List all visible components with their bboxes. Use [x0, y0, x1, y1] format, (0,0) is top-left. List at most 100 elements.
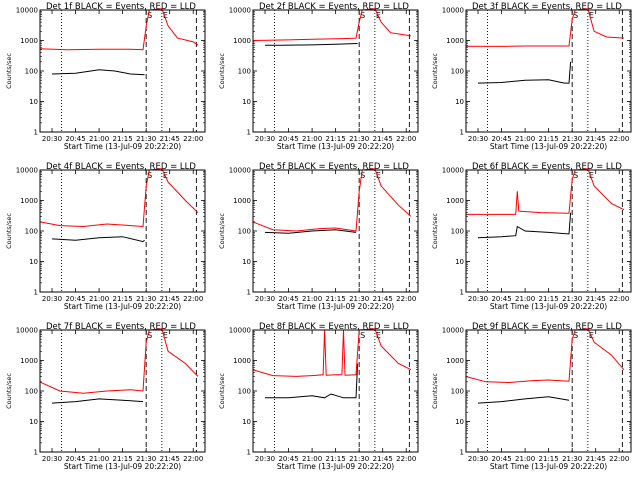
- events-series-line: [265, 363, 359, 399]
- lld-series-line: [39, 168, 199, 228]
- x-tick-label: 20:45: [65, 295, 85, 303]
- chart-panel-2: Det 2f BLACK = Events, RED = LLD 1 10 100 10…: [218, 2, 419, 151]
- x-tick-label: 20:30: [255, 455, 275, 463]
- y-tick-label: 100: [451, 68, 464, 76]
- y-tick-label: 1: [34, 289, 38, 297]
- x-tick-label: 21:45: [586, 295, 606, 303]
- marker-label: S: [147, 11, 152, 20]
- lld-series-line: [39, 328, 199, 394]
- plot-frame: [252, 9, 419, 133]
- x-tick-label: 21:15: [113, 455, 133, 463]
- y-tick-label: 1000: [20, 357, 38, 365]
- x-axis-label: Start Time (13-Jul-09 20:22:20): [64, 142, 181, 151]
- lld-series-line: [39, 8, 199, 51]
- x-tick-label: 21:00: [515, 455, 535, 463]
- x-tick-label: 20:30: [42, 135, 62, 143]
- y-tick-label: 1000: [20, 197, 38, 205]
- x-tick-label: 20:45: [278, 135, 298, 143]
- x-tick-label: 21:00: [302, 295, 322, 303]
- y-tick-label: 10000: [229, 167, 251, 175]
- y-axis-label: Counts/sec: [431, 53, 439, 89]
- x-tick-label: 21:00: [515, 135, 535, 143]
- x-tick-label: 21:15: [539, 295, 559, 303]
- chart-title: Det 1f BLACK = Events, RED = LLD: [46, 2, 196, 12]
- y-axis-label: Counts/sec: [431, 213, 439, 249]
- marker-label: E: [376, 331, 381, 340]
- y-tick-label: 100: [238, 388, 251, 396]
- plot-frame: [465, 329, 632, 453]
- x-tick-label: 22:00: [183, 295, 203, 303]
- x-axis-label: Start Time (13-Jul-09 20:22:20): [277, 462, 394, 471]
- x-tick-label: 21:00: [89, 295, 109, 303]
- x-axis-label: Start Time (13-Jul-09 20:22:20): [64, 462, 181, 471]
- y-tick-label: 1: [460, 289, 464, 297]
- marker-label: E: [589, 171, 594, 180]
- y-tick-label: 10000: [229, 327, 251, 335]
- y-tick-label: 10000: [442, 327, 464, 335]
- y-tick-label: 10: [455, 98, 464, 106]
- x-axis-label: Start Time (13-Jul-09 20:22:20): [277, 142, 394, 151]
- x-tick-label: 21:30: [562, 295, 582, 303]
- marker-label: S: [573, 11, 578, 20]
- x-tick-label: 20:30: [468, 135, 488, 143]
- y-tick-label: 1: [460, 129, 464, 137]
- x-tick-label: 21:45: [586, 135, 606, 143]
- x-tick-label: 20:45: [65, 455, 85, 463]
- chart-panel-8: Det 8f BLACK = Events, RED = LLD 1 10 100 10…: [218, 322, 419, 471]
- x-tick-label: 21:45: [373, 455, 393, 463]
- x-tick-label: 20:45: [278, 295, 298, 303]
- x-tick-label: 21:30: [136, 295, 156, 303]
- x-tick-label: 20:30: [468, 455, 488, 463]
- y-tick-label: 10000: [442, 167, 464, 175]
- x-tick-label: 21:00: [89, 455, 109, 463]
- y-tick-label: 1000: [233, 357, 251, 365]
- chart-panel-6: Det 6f BLACK = Events, RED = LLD 1 10 100 10…: [431, 162, 632, 311]
- marker-label: S: [360, 11, 365, 20]
- x-tick-label: 20:45: [65, 135, 85, 143]
- marker-label: E: [589, 11, 594, 20]
- y-axis-label: Counts/sec: [5, 373, 13, 409]
- x-tick-label: 21:15: [326, 455, 346, 463]
- x-tick-label: 21:00: [302, 135, 322, 143]
- y-tick-label: 1: [34, 129, 38, 137]
- y-tick-label: 1000: [446, 197, 464, 205]
- y-tick-label: 1000: [20, 37, 38, 45]
- marker-label: S: [147, 331, 152, 340]
- chart-title: Det 3f BLACK = Events, RED = LLD: [472, 2, 622, 12]
- chart-title: Det 9f BLACK = Events, RED = LLD: [472, 322, 622, 332]
- x-tick-label: 20:45: [278, 455, 298, 463]
- y-axis-label: Counts/sec: [5, 53, 13, 89]
- y-axis-label: Counts/sec: [431, 373, 439, 409]
- chart-panel-9: Det 9f BLACK = Events, RED = LLD 1 10 100 10…: [431, 322, 632, 471]
- lld-series-line: [465, 8, 624, 47]
- events-series-line: [477, 61, 572, 84]
- y-tick-label: 10000: [16, 327, 38, 335]
- x-tick-label: 21:30: [349, 135, 369, 143]
- chart-title: Det 4f BLACK = Events, RED = LLD: [46, 162, 196, 172]
- events-series-line: [51, 69, 145, 76]
- y-tick-label: 100: [25, 388, 38, 396]
- x-tick-label: 21:45: [160, 455, 180, 463]
- x-tick-label: 21:30: [562, 135, 582, 143]
- y-tick-label: 100: [238, 68, 251, 76]
- y-tick-label: 10: [242, 98, 251, 106]
- plot-frame: [252, 169, 419, 293]
- events-series-line: [51, 398, 144, 404]
- y-tick-label: 10000: [16, 167, 38, 175]
- x-tick-label: 21:00: [302, 455, 322, 463]
- x-tick-label: 21:30: [349, 455, 369, 463]
- x-tick-label: 21:15: [113, 135, 133, 143]
- x-tick-label: 22:00: [609, 455, 629, 463]
- x-tick-label: 21:00: [515, 295, 535, 303]
- y-tick-label: 100: [451, 228, 464, 236]
- events-series-line: [477, 396, 570, 404]
- y-tick-label: 1: [34, 449, 38, 457]
- y-tick-label: 10: [242, 258, 251, 266]
- y-axis-label: Counts/sec: [218, 213, 226, 249]
- y-tick-label: 1000: [233, 197, 251, 205]
- x-tick-label: 21:45: [373, 295, 393, 303]
- x-tick-label: 20:30: [42, 455, 62, 463]
- y-tick-label: 1000: [446, 357, 464, 365]
- chart-panel-1: Det 1f BLACK = Events, RED = LLD 1 10 100 10…: [5, 2, 206, 151]
- x-tick-label: 22:00: [183, 135, 203, 143]
